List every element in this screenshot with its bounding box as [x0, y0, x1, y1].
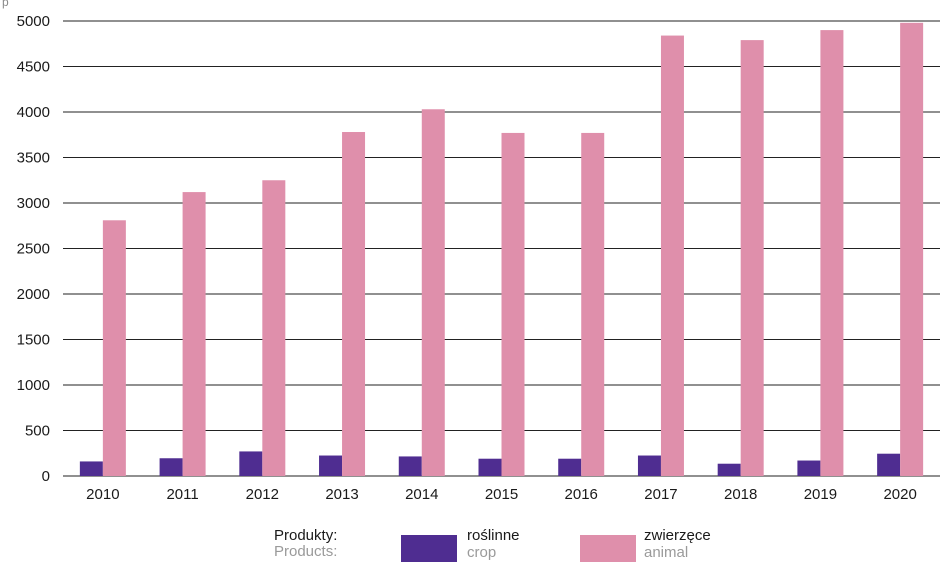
bar-crop-2020 — [877, 454, 900, 476]
bars — [80, 23, 923, 476]
bar-animal-2013 — [342, 132, 365, 476]
legend-swatch-animal — [580, 535, 636, 562]
bar-crop-2017 — [638, 456, 661, 476]
bar-animal-2012 — [262, 180, 285, 476]
bar-animal-2016 — [581, 133, 604, 476]
x-tick-label-2019: 2019 — [804, 486, 837, 503]
bar-animal-2018 — [741, 40, 764, 476]
y-tick-label-1000: 1000 — [17, 377, 50, 394]
x-tick-label-2018: 2018 — [724, 486, 757, 503]
bar-chart: p 0 500 1000 1500 2000 2500 3000 3500 4000 4500 50… — [0, 0, 946, 520]
bar-animal-2017 — [661, 36, 684, 476]
x-tick-label-2015: 2015 — [485, 486, 518, 503]
legend-swatch-crop — [401, 535, 457, 562]
bar-animal-2010 — [103, 220, 126, 476]
legend-label-crop-en: crop — [467, 545, 496, 561]
bar-crop-2015 — [479, 459, 502, 476]
y-tick-label-3500: 3500 — [17, 150, 50, 167]
x-tick-label-2017: 2017 — [644, 486, 677, 503]
x-tick-label-2020: 2020 — [883, 486, 916, 503]
bar-animal-2011 — [183, 192, 206, 476]
y-tick-label-1500: 1500 — [17, 332, 50, 349]
bar-animal-2020 — [900, 23, 923, 476]
y-tick-label-0: 0 — [42, 468, 50, 485]
bar-crop-2012 — [239, 451, 262, 476]
bar-crop-2019 — [797, 461, 820, 476]
bar-crop-2014 — [399, 456, 422, 476]
y-tick-label-500: 500 — [25, 423, 50, 440]
x-tick-label-2011: 2011 — [166, 486, 198, 503]
bar-crop-2010 — [80, 461, 103, 476]
x-tick-label-2016: 2016 — [565, 486, 598, 503]
y-axis-tick-labels: 0 500 1000 1500 2000 2500 3000 3500 4000 4500 5000 — [17, 13, 50, 485]
y-tick-label-2500: 2500 — [17, 241, 50, 258]
legend-title-pl: Produkty: — [274, 528, 337, 544]
y-tick-label-4500: 4500 — [17, 59, 50, 76]
y-tick-label-4000: 4000 — [17, 104, 50, 121]
x-axis-tick-labels: 2010 2011 2012 2013 2014 2015 2016 2017 2018 2019… — [86, 486, 917, 503]
bar-animal-2019 — [820, 30, 843, 476]
legend-label-crop-pl: roślinne — [467, 528, 520, 544]
legend-title-en: Products: — [274, 544, 337, 560]
x-tick-label-2012: 2012 — [246, 486, 279, 503]
bar-crop-2018 — [718, 464, 741, 476]
unit-label: p — [2, 0, 9, 9]
legend-label-animal-en: animal — [644, 545, 688, 561]
x-tick-label-2013: 2013 — [325, 486, 358, 503]
y-tick-label-5000: 5000 — [17, 13, 50, 30]
bar-crop-2013 — [319, 456, 342, 476]
legend: Produkty: Products: roślinne crop zwierz… — [0, 528, 946, 566]
y-tick-label-2000: 2000 — [17, 286, 50, 303]
bar-crop-2016 — [558, 459, 581, 476]
bar-animal-2015 — [502, 133, 525, 476]
legend-title: Produkty: Products: — [274, 528, 337, 560]
x-tick-label-2010: 2010 — [86, 486, 119, 503]
bar-crop-2011 — [160, 458, 183, 476]
legend-label-animal-pl: zwierzęce — [644, 528, 711, 544]
bar-animal-2014 — [422, 109, 445, 476]
x-tick-label-2014: 2014 — [405, 486, 438, 503]
y-tick-label-3000: 3000 — [17, 195, 50, 212]
